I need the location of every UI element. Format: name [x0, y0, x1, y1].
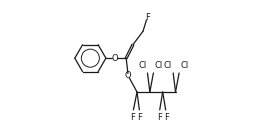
Text: F: F: [130, 113, 135, 122]
Text: Cl: Cl: [164, 61, 172, 70]
Text: F: F: [157, 113, 162, 122]
Text: O: O: [111, 54, 118, 63]
Text: F: F: [137, 113, 142, 122]
Text: Cl: Cl: [138, 61, 147, 70]
Text: Cl: Cl: [155, 61, 163, 70]
Text: F: F: [145, 13, 150, 22]
Text: Cl: Cl: [180, 61, 189, 70]
Text: F: F: [164, 113, 169, 122]
Text: O: O: [125, 71, 132, 80]
